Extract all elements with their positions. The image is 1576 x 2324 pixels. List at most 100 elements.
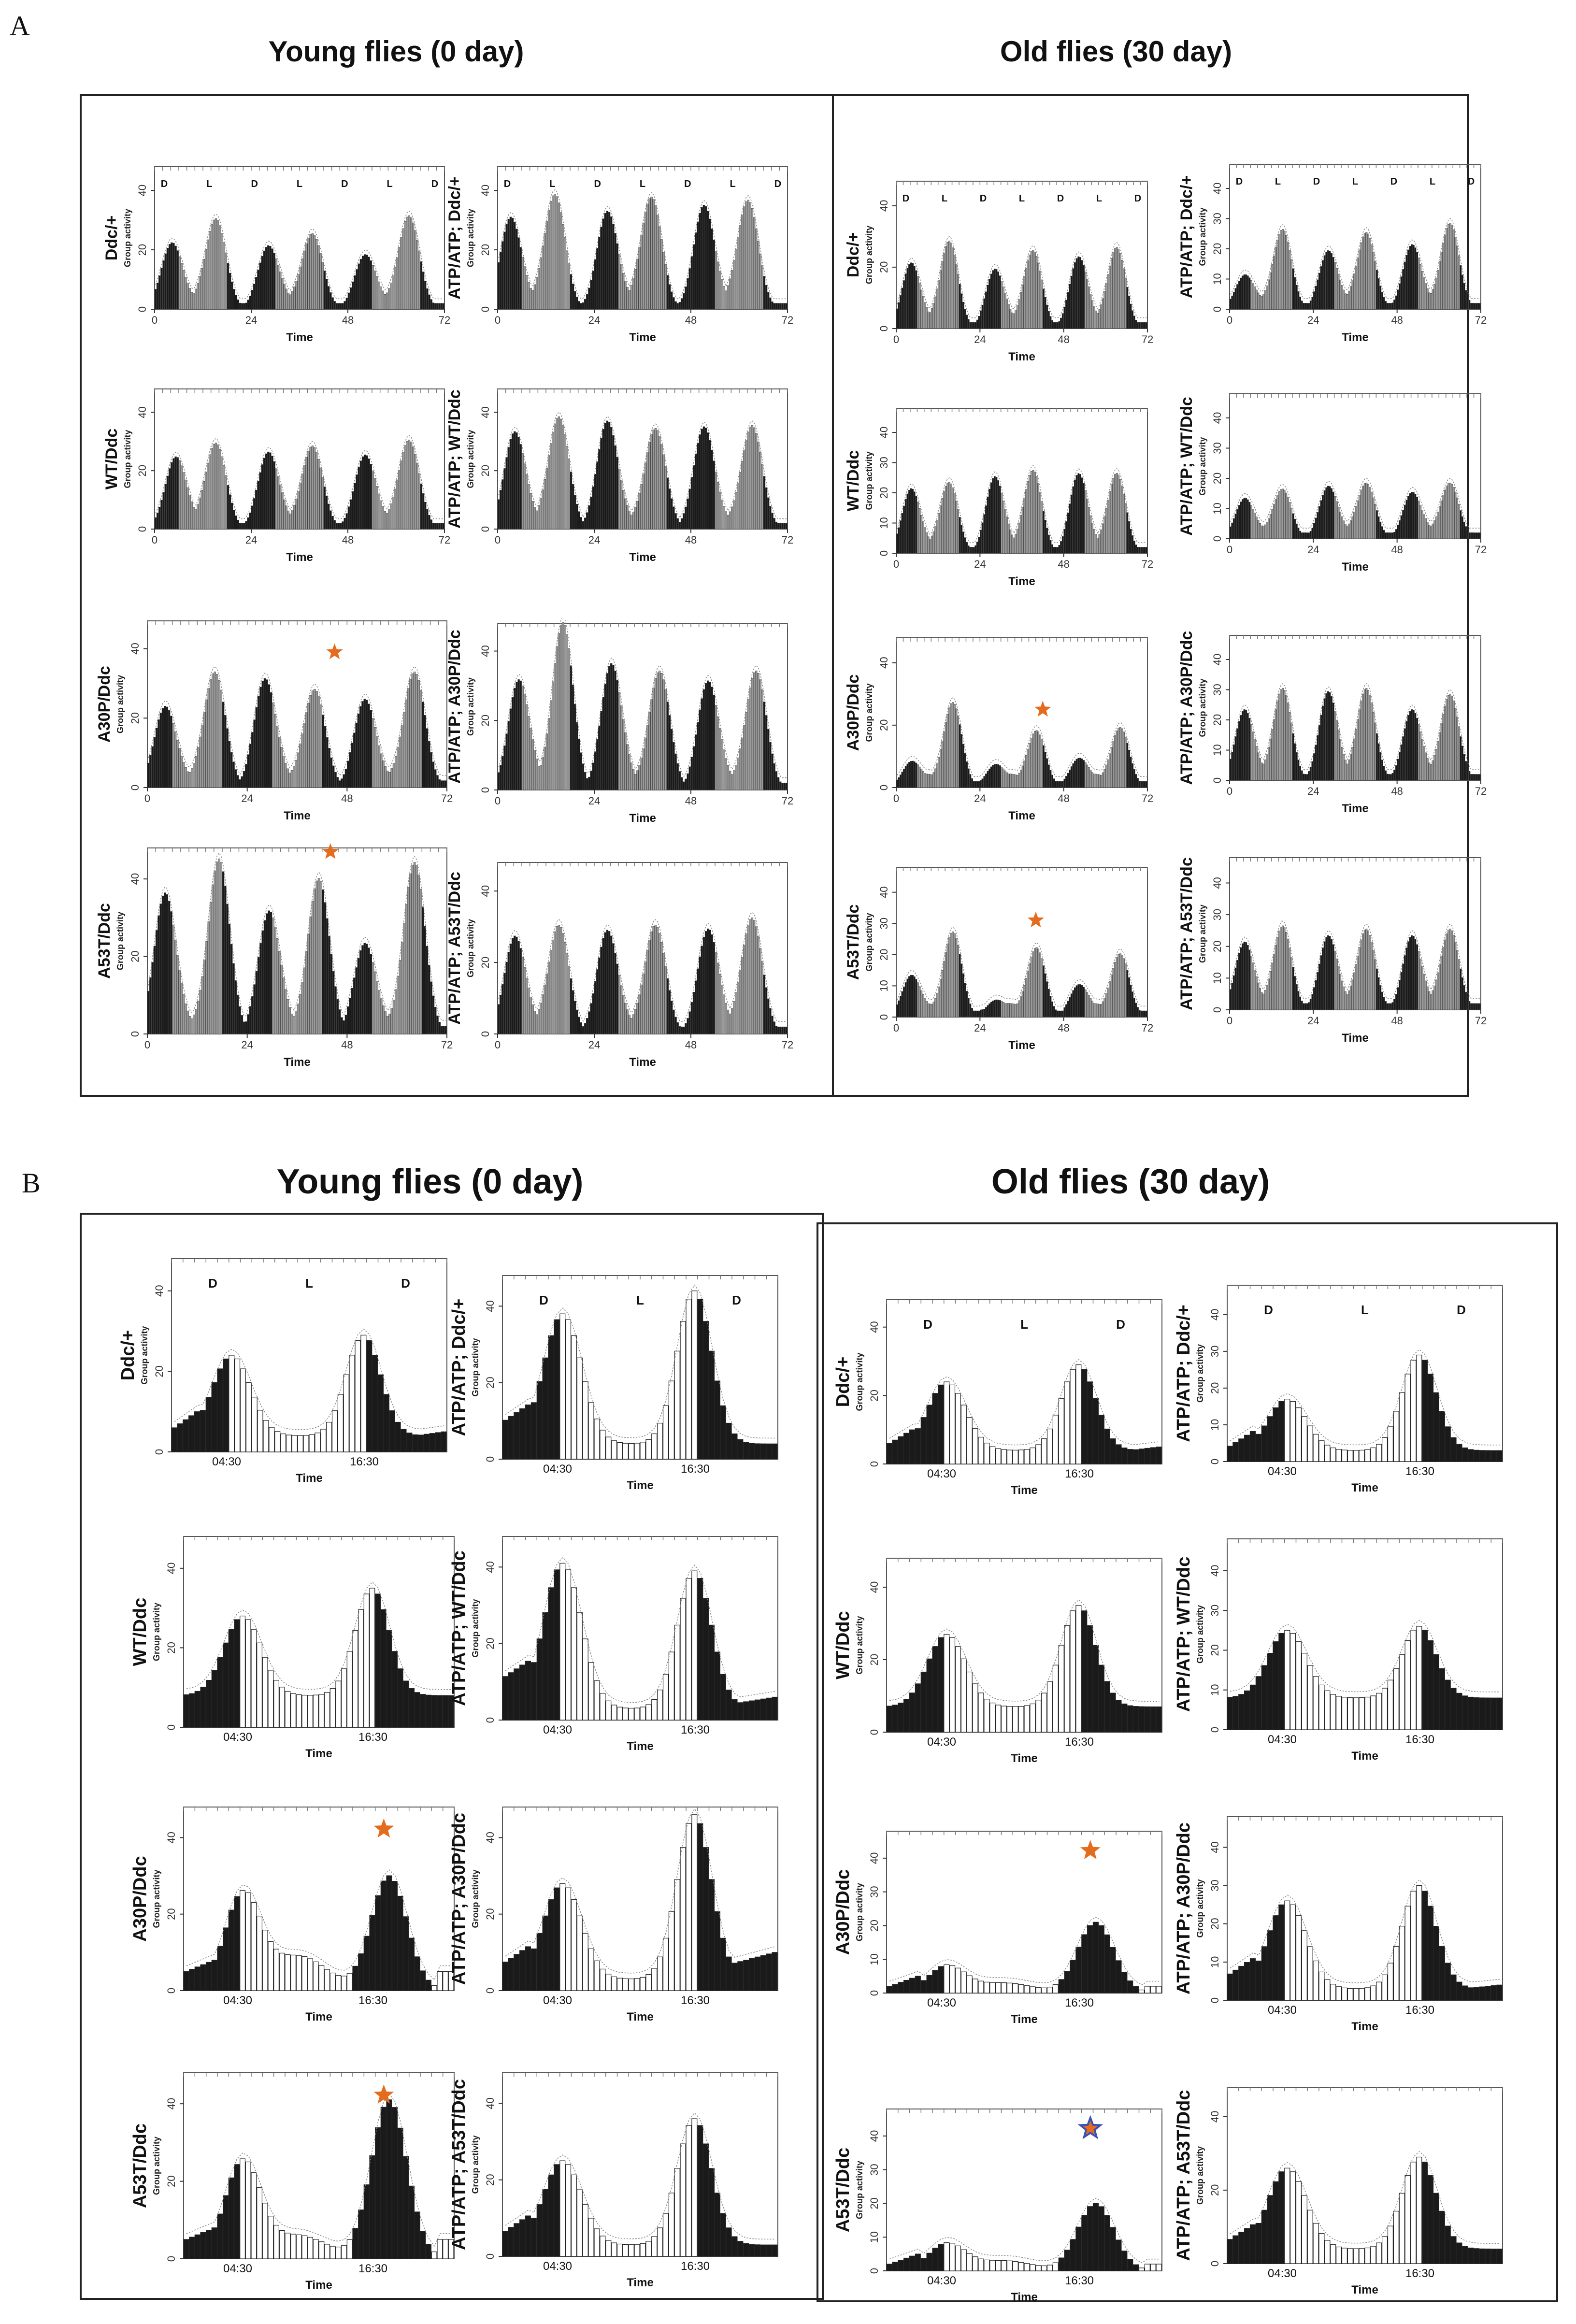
activity-bar [1041,1987,1047,1994]
activity-bar [172,243,175,310]
x-tick-label: 04:30 [543,1463,572,1476]
panel-label-a: A [10,10,30,42]
activity-bar [974,322,977,329]
activity-bar [378,493,380,530]
activity-bar [1397,524,1399,539]
activity-bar [731,270,733,310]
activity-bar [516,432,518,530]
activity-bar [974,1010,977,1018]
activity-bar [526,704,528,790]
activity-bar [1123,268,1125,329]
activity-bar [997,999,999,1018]
activity-bar [950,484,952,554]
activity-bar [1086,992,1089,1018]
activity-bar [632,512,635,530]
activity-bar [249,1006,252,1034]
activity-bar [1234,967,1237,1010]
activity-bar [767,292,770,310]
activity-bar [237,299,239,310]
y-tick-label: 0 [1209,1459,1221,1464]
activity-bar [1451,930,1453,1010]
activity-bar [189,1693,195,1728]
activity-bar [1240,715,1242,781]
activity-bar [1283,489,1286,539]
activity-bar [186,771,189,788]
activity-bar [680,2143,686,2257]
activity-bar [1430,764,1432,781]
activity-bar [995,269,998,329]
x-tick-label: 24 [1307,544,1319,556]
activity-bar [651,1433,658,1460]
activity-bar [1018,1449,1024,1464]
activity-bar [749,919,751,1034]
activity-bar [1438,261,1441,310]
activity-bar [959,724,961,788]
activity-bar [1033,731,1036,788]
activity-bar [741,215,744,310]
activity-bar [1382,1437,1388,1462]
sem-outline [174,1328,444,1430]
y-tick-label: 10 [1211,502,1223,514]
activity-bar [521,453,524,530]
y-tick-label: 0 [129,785,141,790]
activity-bar [1466,997,1469,1010]
activity-bar [990,766,992,788]
activity-bar [1377,977,1380,1010]
activity-bar [1437,512,1439,539]
activity-bar [554,931,556,1034]
activity-bar [228,2177,234,2259]
activity-bar [274,1431,281,1452]
activity-bar [957,945,959,1018]
y-tick-label: 40 [129,643,141,654]
activity-bar [288,1007,291,1034]
activity-bar [188,495,191,530]
activity-bar [272,918,274,1034]
activity-bar [431,1985,437,1991]
activity-bar [550,700,552,790]
activity-bar [414,2211,420,2259]
activity-bar [708,1624,715,1721]
activity-bar [1107,759,1109,788]
activity-bar [530,493,532,530]
activity-bar [380,753,383,788]
activity-bar [571,2174,577,2257]
activity-bar [948,241,950,329]
phase-label: D [1313,176,1320,187]
activity-bar [943,961,946,1018]
activity-bar [528,716,530,790]
activity-bar [651,1968,658,1991]
activity-bar [440,523,443,530]
activity-bar [426,1980,432,1991]
activity-bar [418,473,420,530]
activity-bar [422,493,425,530]
activity-bar [678,301,681,310]
activity-bar [1468,771,1471,781]
activity-bar [299,994,301,1034]
activity-bar [305,457,308,530]
activity-bar [976,319,978,329]
activity-bar [552,681,554,790]
activity-bar [1103,516,1106,554]
activity-bar [1466,295,1469,310]
activity-bar [628,290,630,310]
activity-bar [1290,1633,1296,1730]
activity-bar [1454,491,1457,539]
activity-bar [1092,1922,1099,1994]
y-tick-label: 20 [1211,243,1223,255]
activity-bar [936,288,938,329]
activity-bar [1001,2260,1007,2271]
activity-bar [1425,752,1427,781]
activity-bar [915,1683,921,1733]
activity-bar [1102,523,1104,554]
activity-bar [164,253,167,310]
activity-bar [178,460,181,530]
activity-bar [1423,514,1425,539]
activity-bar [1007,523,1010,554]
activity-bar [636,1003,639,1034]
activity-bar [288,773,291,788]
y-tick-label: 40 [484,1561,496,1573]
activity-bar [376,736,378,788]
activity-bar [414,454,416,530]
activity-bar [979,310,982,329]
activity-bar [390,1008,393,1034]
